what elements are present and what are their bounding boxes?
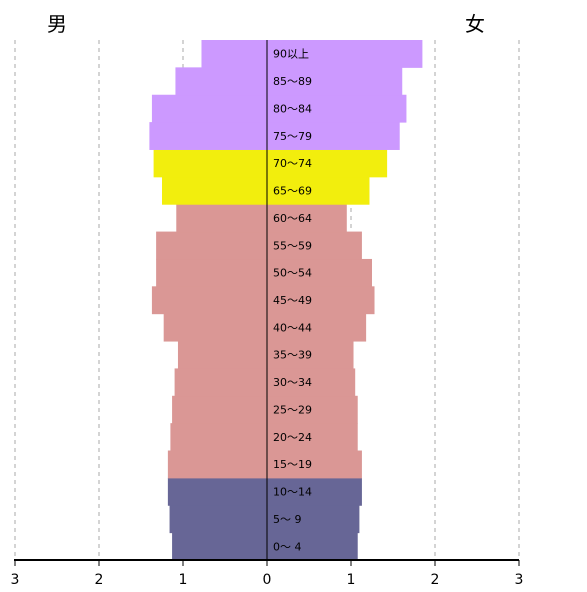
male-bar (172, 395, 267, 424)
age-group-label: 85〜89 (273, 75, 312, 88)
male-bar (172, 532, 267, 561)
male-bar (163, 313, 267, 342)
age-group-label: 60〜64 (273, 212, 312, 225)
age-group-label: 90以上 (273, 48, 309, 61)
x-tick-label: 3 (11, 572, 20, 588)
male-bar (151, 286, 267, 315)
female-bar (267, 176, 370, 205)
age-group-label: 15〜19 (273, 458, 312, 471)
female-bar (267, 286, 375, 315)
female-bar (267, 40, 423, 68)
male-bar (156, 258, 267, 287)
x-tick-label: 3 (515, 572, 524, 588)
male-bar (156, 231, 267, 260)
female-bar (267, 149, 388, 178)
male-bar (167, 477, 267, 506)
age-group-label: 35〜39 (273, 349, 312, 362)
male-bar (176, 204, 267, 233)
age-group-label: 20〜24 (273, 431, 312, 444)
female-bar (267, 122, 400, 150)
female-bar (267, 395, 358, 424)
x-tick-label: 0 (263, 572, 272, 588)
female-legend-label: 女 (465, 12, 485, 36)
male-bar (153, 149, 267, 178)
x-tick-label: 2 (431, 572, 440, 588)
age-group-label: 75〜79 (273, 130, 312, 143)
male-legend-label: 男 (47, 12, 67, 36)
age-group-label: 65〜69 (273, 185, 312, 198)
female-bar (267, 368, 356, 397)
age-group-label: 55〜59 (273, 239, 312, 252)
age-group-label: 30〜34 (273, 376, 312, 389)
female-bar (267, 67, 403, 96)
male-bar (177, 341, 267, 369)
female-bar (267, 477, 362, 506)
x-tick-label: 1 (347, 572, 356, 588)
female-bar (267, 450, 362, 479)
female-bar (267, 258, 372, 287)
female-bar (267, 423, 358, 452)
male-bar (170, 423, 267, 452)
male-bar (149, 122, 267, 150)
female-bar (267, 231, 362, 260)
male-bar (175, 67, 267, 96)
female-bar (267, 313, 367, 342)
female-bar (267, 532, 358, 561)
female-bar (267, 505, 360, 534)
age-group-label: 40〜44 (273, 321, 312, 334)
age-group-label: 70〜74 (273, 157, 312, 170)
male-bar (162, 176, 267, 205)
male-bar (151, 94, 267, 123)
age-group-label: 5〜 9 (273, 513, 302, 526)
female-bar (267, 94, 407, 123)
female-bar (267, 341, 354, 369)
male-bar (201, 40, 267, 68)
age-group-label: 10〜14 (273, 486, 312, 499)
x-tick-label: 1 (179, 572, 188, 588)
x-tick-label: 2 (95, 572, 104, 588)
age-group-label: 25〜29 (273, 403, 312, 416)
male-bar (167, 450, 267, 479)
age-group-label: 50〜54 (273, 267, 312, 280)
age-group-label: 45〜49 (273, 294, 312, 307)
age-group-label: 80〜84 (273, 102, 312, 115)
male-bar (169, 505, 267, 534)
female-bar (267, 204, 347, 233)
male-bar (174, 368, 267, 397)
age-group-label: 0〜 4 (273, 540, 302, 553)
